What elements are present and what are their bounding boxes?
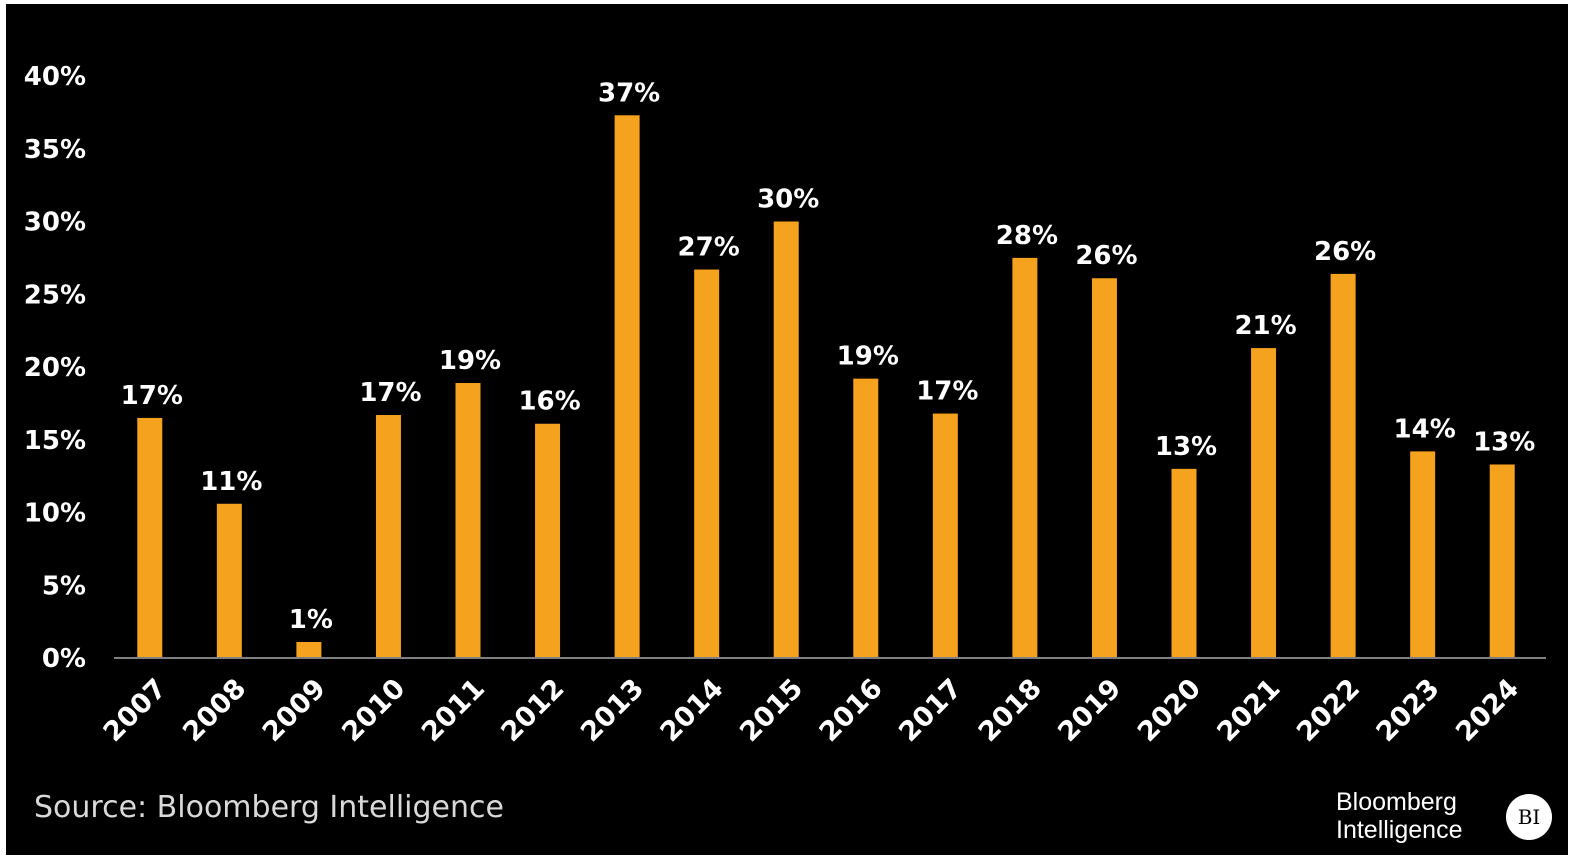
x-tick-label: 2021 <box>1211 673 1286 748</box>
bar <box>455 383 481 658</box>
x-tick-label: 2007 <box>98 673 173 748</box>
y-tick-label: 5% <box>42 571 86 601</box>
data-label: 28% <box>996 221 1058 251</box>
bar <box>773 221 799 658</box>
data-label: 13% <box>1155 432 1217 462</box>
data-label: 19% <box>439 346 501 376</box>
y-axis-ticks: 0% 5% 10% 15% 20% 25% 30% 35% 40% <box>24 62 86 674</box>
data-label: 14% <box>1394 414 1456 444</box>
bars <box>137 115 1515 658</box>
bar <box>614 115 640 658</box>
source-note: Source: Bloomberg Intelligence <box>34 790 504 825</box>
x-tick-label: 2011 <box>416 673 491 748</box>
bar <box>535 423 561 658</box>
x-axis-labels: 2007 2008 2009 2010 2011 2012 2013 2014 2015 2016… <box>98 673 1526 748</box>
x-tick-label: 2014 <box>655 673 730 748</box>
bar <box>1330 273 1356 658</box>
bar <box>1410 451 1436 658</box>
data-label: 17% <box>121 381 183 411</box>
x-tick-label: 2022 <box>1291 673 1366 748</box>
y-tick-label: 15% <box>24 426 86 456</box>
data-labels: 17% 11% 1% 17% 19% 16% 37% 27% 30% 19% 17% 28% 26% 13… <box>121 78 1536 635</box>
data-label: 17% <box>916 377 978 407</box>
y-tick-label: 0% <box>42 644 86 674</box>
chart-frame: 0% 5% 10% 15% 20% 25% 30% 35% 40% 17% 11% 1% 17% 19%… <box>6 4 1568 855</box>
bar <box>1012 257 1038 658</box>
x-tick-label: 2009 <box>257 673 332 748</box>
bar <box>1171 468 1197 658</box>
x-tick-label: 2016 <box>814 673 889 748</box>
brand-name: Bloomberg Intelligence <box>1336 788 1496 844</box>
brand-logo: Bloomberg Intelligence BI <box>1336 788 1556 848</box>
data-label: 1% <box>289 605 333 635</box>
x-tick-label: 2013 <box>575 673 650 748</box>
bar <box>216 503 242 658</box>
bi-badge-icon: BI <box>1506 794 1552 840</box>
y-tick-label: 25% <box>24 280 86 310</box>
bar <box>375 415 401 658</box>
x-tick-label: 2023 <box>1371 673 1446 748</box>
x-tick-label: 2018 <box>973 673 1048 748</box>
x-tick-label: 2019 <box>1052 673 1127 748</box>
data-label: 26% <box>1075 241 1137 271</box>
data-label: 13% <box>1473 427 1535 457</box>
data-label: 16% <box>518 387 580 417</box>
y-tick-label: 20% <box>24 353 86 383</box>
bar <box>1091 278 1117 658</box>
x-tick-label: 2020 <box>1132 673 1207 748</box>
data-label: 21% <box>1234 311 1296 341</box>
bar <box>296 641 322 658</box>
y-tick-label: 10% <box>24 499 86 529</box>
data-label: 30% <box>757 185 819 215</box>
bar <box>853 378 879 658</box>
data-label: 37% <box>598 78 660 108</box>
y-tick-label: 40% <box>24 62 86 92</box>
data-label: 17% <box>359 378 421 408</box>
bar <box>932 413 958 658</box>
bar <box>1251 348 1277 658</box>
data-label: 11% <box>200 467 262 497</box>
data-label: 27% <box>678 233 740 263</box>
y-tick-label: 30% <box>24 208 86 238</box>
x-tick-label: 2024 <box>1450 673 1525 748</box>
x-tick-label: 2012 <box>495 673 570 748</box>
bar <box>137 417 163 658</box>
data-label: 19% <box>837 342 899 372</box>
y-tick-label: 35% <box>24 135 86 165</box>
brand-line-2: Intelligence <box>1336 816 1463 844</box>
x-tick-label: 2010 <box>336 673 411 748</box>
data-label: 26% <box>1314 237 1376 267</box>
bar <box>1489 464 1515 658</box>
x-tick-label: 2008 <box>177 673 252 748</box>
bar <box>694 269 720 658</box>
brand-line-1: Bloomberg <box>1336 788 1457 816</box>
x-tick-label: 2017 <box>893 673 968 748</box>
bar-chart: 0% 5% 10% 15% 20% 25% 30% 35% 40% 17% 11% 1% 17% 19%… <box>24 62 1546 748</box>
x-tick-label: 2015 <box>734 673 809 748</box>
